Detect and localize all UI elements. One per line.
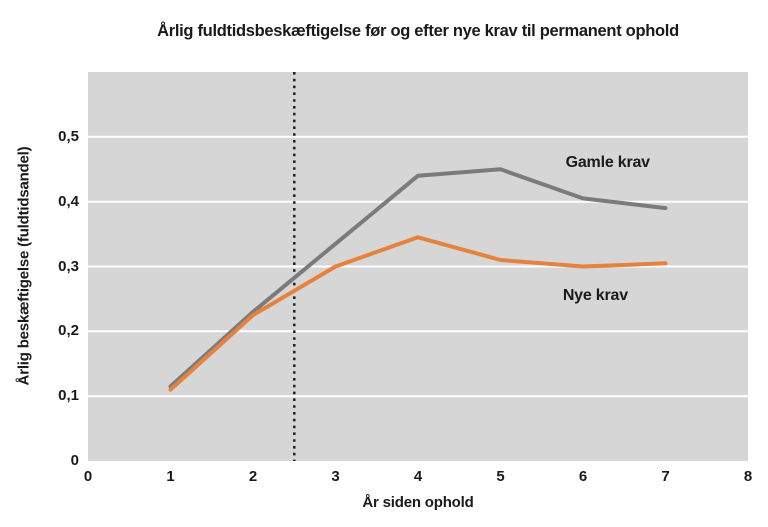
- y-tick-label: 0: [70, 452, 79, 469]
- y-tick-label: 0,4: [58, 192, 79, 210]
- x-tick-label: 5: [496, 468, 505, 485]
- series-line-nye-krav: [168, 235, 668, 392]
- x-tick-label: 8: [743, 468, 753, 485]
- x-tick-label: 6: [578, 468, 588, 485]
- chart-title: Årlig fuldtidsbeskæftigelse før og efter…: [157, 22, 679, 40]
- x-tick-label: 0: [83, 468, 93, 485]
- series-label-nye-krav: Nye krav: [562, 286, 628, 304]
- x-tick-label: 7: [661, 468, 670, 485]
- series-line-gamle-krav: [168, 167, 668, 389]
- x-axis-title: År siden ophold: [362, 494, 474, 511]
- y-tick-label: 0,3: [58, 257, 79, 275]
- x-tick-label: 1: [166, 468, 175, 485]
- x-tick-label: 4: [413, 468, 423, 485]
- y-tick-label: 0,1: [58, 387, 79, 405]
- x-tick-label: 2: [248, 468, 258, 485]
- x-tick-label: 3: [331, 468, 340, 485]
- y-tick-label: 0,5: [58, 127, 79, 145]
- line-chart: [88, 72, 748, 461]
- y-tick-label: 0,2: [58, 322, 79, 340]
- series-label-gamle-krav: Gamle krav: [565, 153, 650, 171]
- plot-area: [88, 72, 748, 461]
